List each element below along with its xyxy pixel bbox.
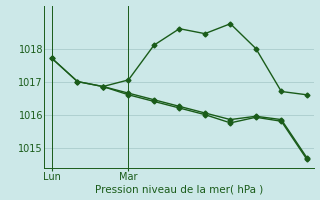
X-axis label: Pression niveau de la mer( hPa ): Pression niveau de la mer( hPa )	[95, 184, 264, 194]
